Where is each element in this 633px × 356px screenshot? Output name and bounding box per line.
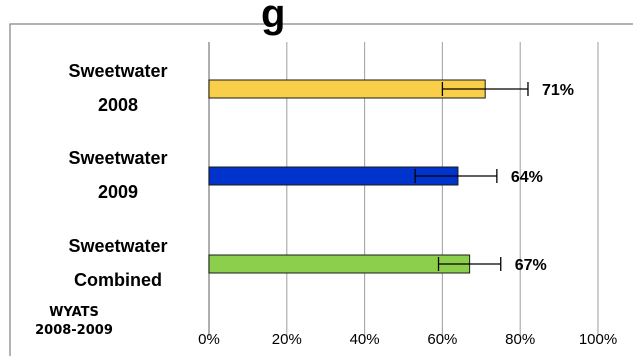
x-tick-label: 100%	[579, 331, 617, 348]
category-label: Sweetwater	[68, 61, 167, 81]
error-bars	[414, 82, 529, 271]
chart-frame	[9, 23, 633, 356]
category-labels: Sweetwater 2008 Sweetwater 2009 Sweetwater Co…	[68, 61, 167, 290]
value-label: 71%	[542, 82, 574, 99]
x-tick-label: 40%	[350, 331, 380, 348]
x-tick-label: 20%	[272, 331, 302, 348]
value-label: 64%	[511, 169, 543, 186]
bar	[208, 254, 471, 274]
value-labels: 71% 64% 67%	[511, 82, 574, 274]
x-tick-labels: 0% 20% 40% 60% 80% 100%	[198, 331, 617, 348]
chart-title-fragment: g	[261, 0, 285, 36]
note-line-2: 2008-2009	[35, 323, 113, 338]
x-tick-label: 0%	[198, 331, 220, 348]
category-label: Sweetwater	[68, 148, 167, 168]
note: WYATS 2008-2009	[35, 305, 113, 338]
category-label: Combined	[74, 270, 162, 290]
value-label: 67%	[515, 257, 547, 274]
bars	[208, 79, 486, 274]
note-line-1: WYATS	[49, 305, 99, 320]
category-label: Sweetwater	[68, 236, 167, 256]
x-tick-label: 80%	[505, 331, 535, 348]
category-label: 2009	[98, 182, 138, 202]
x-tick-label: 60%	[427, 331, 457, 348]
category-label: 2008	[98, 95, 138, 115]
